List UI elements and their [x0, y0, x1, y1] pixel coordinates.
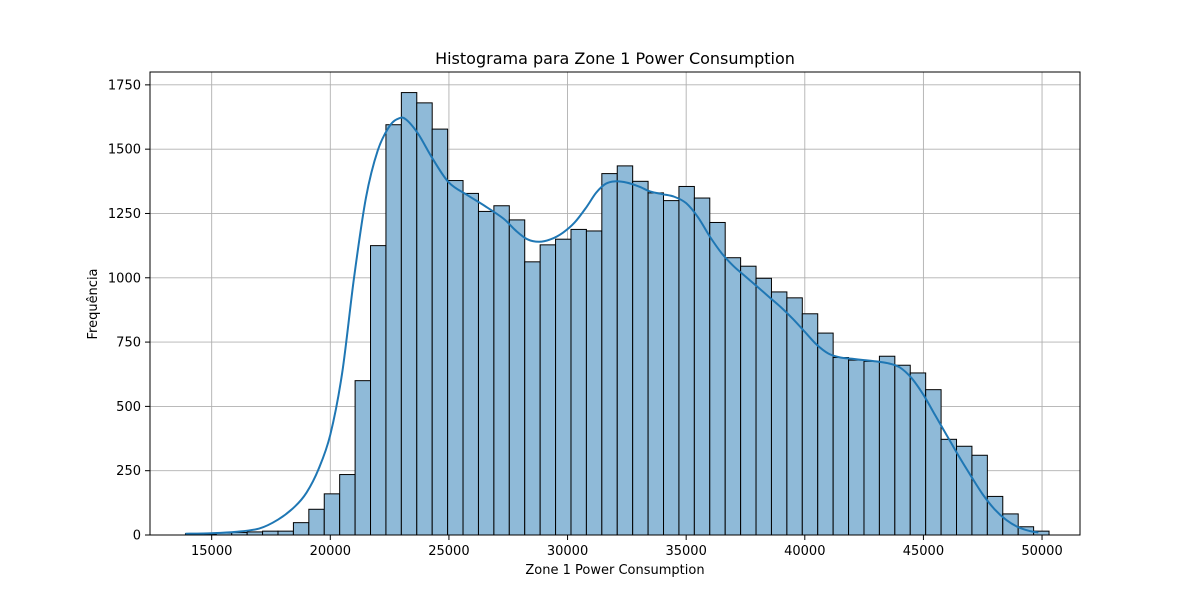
- y-axis-label: Frequência: [86, 268, 101, 339]
- histogram-bar: [909, 372, 927, 536]
- x-tick-label: 15000: [191, 544, 232, 559]
- histogram-bar: [524, 261, 541, 536]
- histogram-bar: [1002, 513, 1019, 536]
- histogram-bar: [786, 297, 803, 536]
- y-tick-label: 1000: [108, 271, 141, 286]
- x-axis-label: Zone 1 Power Consumption: [525, 563, 704, 578]
- histogram-bar: [585, 230, 603, 536]
- histogram-bar: [477, 210, 495, 536]
- histogram-bar: [770, 291, 788, 536]
- histogram-bar: [431, 128, 449, 536]
- histogram-bar: [709, 221, 726, 536]
- x-tick-label: 35000: [665, 544, 706, 559]
- histogram-bar: [493, 205, 510, 536]
- x-tick-label: 45000: [903, 544, 944, 559]
- histogram-bar: [555, 238, 572, 536]
- histogram-bar: [848, 359, 865, 536]
- histogram-bar: [400, 92, 418, 536]
- y-tick-label: 1500: [108, 143, 141, 158]
- histogram-bar: [878, 355, 896, 536]
- y-tick-label: 0: [133, 529, 141, 544]
- histogram-bar: [863, 360, 880, 536]
- chart-title: Histograma para Zone 1 Power Consumption: [435, 49, 795, 68]
- histogram-bar: [539, 244, 557, 536]
- tick-labels: 15000 20000 25000 30000 35000 40000 45000 50000…: [108, 78, 1063, 559]
- histogram-bar: [724, 257, 742, 536]
- y-tick-label: 1250: [108, 207, 141, 222]
- histogram-bar: [616, 165, 634, 536]
- histogram-bar: [740, 265, 757, 536]
- histogram-bar: [971, 454, 988, 536]
- y-tick-label: 250: [116, 464, 141, 479]
- histogram-bar: [508, 219, 526, 536]
- histogram-bar: [447, 180, 464, 536]
- x-tick-label: 25000: [428, 544, 469, 559]
- y-tick-label: 500: [116, 400, 141, 415]
- histogram-bar: [277, 530, 294, 536]
- histogram-bar: [940, 438, 958, 536]
- y-tick-label: 1750: [108, 78, 141, 93]
- histogram-bar: [339, 474, 356, 536]
- histogram-bar: [354, 380, 372, 536]
- histogram-bar: [755, 277, 772, 536]
- x-tick-label: 30000: [547, 544, 588, 559]
- histogram-bar: [678, 185, 695, 536]
- axes: [145, 71, 1081, 540]
- histogram-bar: [956, 445, 973, 536]
- y-tick-label: 750: [116, 336, 141, 351]
- plot-frame: [149, 71, 1081, 536]
- histogram-bar: [262, 530, 279, 536]
- histogram-bar: [632, 180, 649, 536]
- histogram-bars: [184, 92, 1050, 536]
- histogram-bar: [693, 197, 711, 536]
- histogram-bar: [832, 357, 850, 536]
- histogram-bar: [801, 313, 819, 536]
- histogram-bar: [817, 332, 834, 536]
- histogram-bar: [308, 508, 325, 536]
- histogram-bar: [647, 192, 665, 536]
- histogram-bar: [323, 493, 341, 536]
- histogram-bar: [462, 192, 479, 536]
- histogram-bar: [370, 245, 387, 536]
- histogram-bar: [292, 522, 310, 536]
- histogram-bar: [663, 200, 680, 536]
- histogram-bar: [894, 364, 911, 536]
- kde-line: [185, 116, 1039, 535]
- kde-curve-group: [185, 116, 1039, 535]
- x-tick-label: 40000: [784, 544, 825, 559]
- x-tick-label: 50000: [1021, 544, 1062, 559]
- histogram-bar: [601, 173, 618, 536]
- x-tick-label: 20000: [310, 544, 351, 559]
- histogram-bar: [385, 124, 402, 536]
- histogram-bar: [570, 228, 587, 536]
- histogram-bar: [416, 102, 433, 536]
